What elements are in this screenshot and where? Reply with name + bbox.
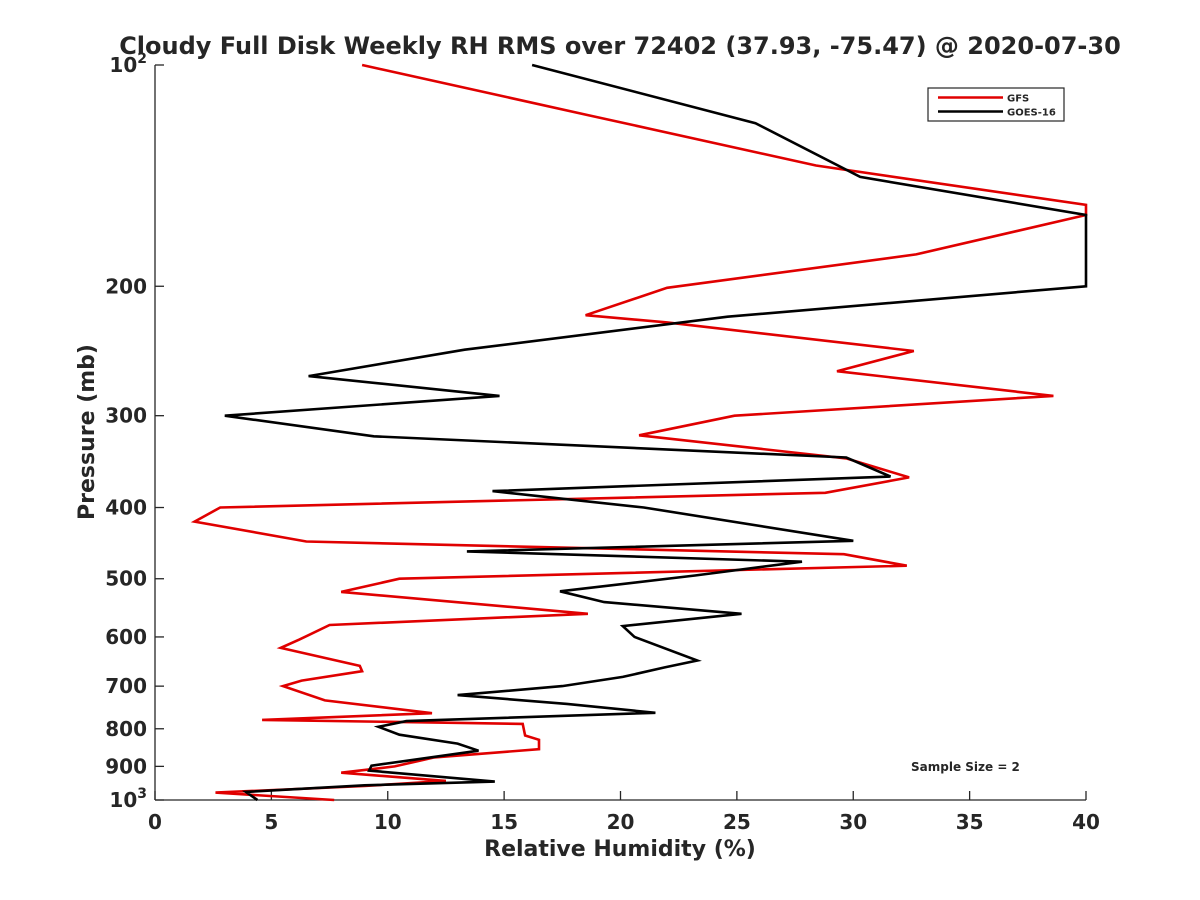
series-line-gfs <box>190 63 1088 802</box>
y-axis-ticks: 102 200 300 400 500 600 700 800 900 103 <box>105 51 164 812</box>
series-group <box>190 63 1088 802</box>
y-tick-label-300: 300 <box>105 404 147 428</box>
x-tick-label-10: 10 <box>374 810 402 834</box>
x-tick-label-5: 5 <box>264 810 278 834</box>
y-tick-label-400: 400 <box>105 496 147 520</box>
x-tick-label-30: 30 <box>839 810 867 834</box>
y-axis-label: Pressure (mb) <box>75 344 100 520</box>
y-tick-label-700: 700 <box>105 674 147 698</box>
legend: GFS GOES-16 <box>927 87 1065 122</box>
x-tick-label-25: 25 <box>723 810 751 834</box>
x-tick-label-15: 15 <box>490 810 518 834</box>
y-tick-label-600: 600 <box>105 625 147 649</box>
y-tick-label-1000: 103 <box>109 786 147 812</box>
chart-title: Cloudy Full Disk Weekly RH RMS over 7240… <box>119 32 1121 60</box>
y-tick-label-900: 900 <box>105 754 147 778</box>
x-tick-label-35: 35 <box>956 810 984 834</box>
x-tick-label-40: 40 <box>1072 810 1100 834</box>
series-line-goes-16 <box>224 63 1088 802</box>
x-axis-label: Relative Humidity (%) <box>484 837 756 862</box>
y-tick-label-500: 500 <box>105 567 147 591</box>
sample-size-annotation: Sample Size = 2 <box>911 760 1020 774</box>
legend-box <box>927 87 1065 122</box>
y-tick-label-800: 800 <box>105 717 147 741</box>
y-tick-label-200: 200 <box>105 274 147 298</box>
x-tick-label-0: 0 <box>148 810 162 834</box>
y-tick-label-100: 102 <box>109 51 147 77</box>
legend-label-goes-16: GOES-16 <box>1007 108 1056 119</box>
x-tick-label-20: 20 <box>607 810 635 834</box>
legend-label-gfs: GFS <box>1007 94 1029 105</box>
x-axis-ticks: 0 5 10 15 20 25 30 35 40 <box>148 791 1100 834</box>
